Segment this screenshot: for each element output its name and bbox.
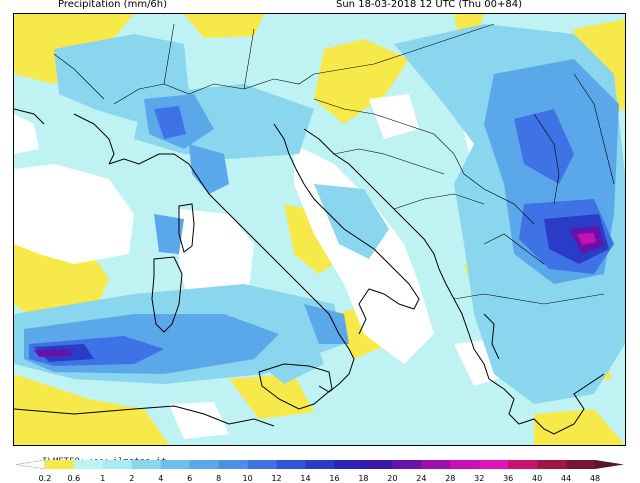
coastline: [73, 113, 115, 165]
precipitation-map: [13, 13, 626, 446]
legend-tick-label: 32: [474, 474, 485, 483]
legend-tick-label: 8: [216, 474, 222, 483]
country-border: [333, 148, 445, 175]
country-border: [243, 28, 255, 90]
legend-tick-label: 20: [387, 474, 398, 483]
country-border: [163, 23, 175, 85]
legend-tick-label: 4: [158, 474, 164, 483]
coastline: [178, 203, 195, 253]
country-border: [313, 23, 495, 75]
country-border: [53, 53, 105, 100]
country-borders: [53, 23, 615, 305]
precip-area-land: [14, 164, 134, 264]
map-header: Precipitation (mm/6h) Sun 18-03-2018 12 …: [0, 0, 640, 14]
legend-swatch: [334, 460, 364, 469]
country-border: [113, 73, 315, 105]
precip-area-yellow: [14, 374, 169, 445]
precip-area-purple: [34, 349, 72, 357]
legend-tick-label: 12: [271, 474, 282, 483]
precip-area-yellow: [184, 14, 264, 38]
legend-swatch: [276, 460, 307, 469]
precip-area-blue: [304, 304, 349, 344]
legend-swatch: [15, 459, 46, 470]
legend-swatch: [595, 460, 624, 469]
legend-swatch: [566, 460, 596, 469]
precip-area-blue: [189, 144, 229, 194]
legend-swatch: [102, 460, 133, 469]
precip-area-land: [369, 94, 419, 139]
coastline: [273, 123, 420, 335]
legend-tick-label: 44: [561, 474, 572, 483]
legend-swatch: [450, 460, 480, 469]
legend-tick-label: 28: [445, 474, 456, 483]
precip-area-yellow: [229, 374, 314, 419]
legend-tick-label: 48: [589, 474, 601, 483]
coastline: [151, 256, 183, 333]
legend-tick-label: 2: [129, 474, 135, 483]
country-border: [483, 233, 545, 265]
precip-area-mid: [314, 184, 389, 259]
legend-swatch: [392, 460, 422, 469]
coastline: [483, 313, 500, 360]
legend-tick-label: 40: [532, 474, 543, 483]
legend-tick-label: 36: [503, 474, 514, 483]
precipitation-field: [14, 14, 625, 445]
precip-area-blue: [154, 214, 184, 254]
coastline: [14, 108, 45, 125]
legend-swatch: [218, 460, 249, 469]
country-border: [533, 113, 560, 205]
legend-swatch: [247, 460, 278, 469]
legend-swatch: [131, 460, 162, 469]
coastline: [303, 128, 490, 380]
coastline: [258, 363, 333, 410]
legend-swatch: [537, 460, 567, 469]
precip-area-land: [14, 114, 39, 154]
map-canvas: [14, 14, 625, 445]
legend-tick-label: 1: [100, 474, 106, 483]
legend-swatch: [189, 460, 220, 469]
legend-tick-label: 18: [358, 474, 369, 483]
country-border: [573, 73, 615, 185]
precip-area-magenta: [577, 233, 596, 245]
legend-swatch: [305, 460, 335, 469]
legend-swatch: [73, 460, 104, 469]
coastline: [108, 153, 355, 393]
legend-swatch: [160, 460, 191, 469]
precip-area-deep: [514, 109, 574, 184]
coastline: [488, 373, 605, 435]
color-legend: [0, 458, 640, 480]
legend-tick-label: 16: [329, 474, 340, 483]
forecast-datetime: Sun 18-03-2018 12 UTC (Thu 00+84): [336, 0, 522, 10]
legend-colorbar: [15, 459, 624, 470]
legend-swatch: [479, 460, 509, 469]
legend-swatch: [421, 460, 451, 469]
legend-tick-label: 14: [300, 474, 311, 483]
legend-swatch: [508, 460, 538, 469]
country-border: [393, 193, 485, 210]
country-border: [453, 293, 605, 305]
coastline: [14, 405, 275, 427]
legend-tick-label: 0.6: [67, 474, 81, 483]
legend-swatch: [363, 460, 393, 469]
legend-tick-label: 0.2: [38, 474, 52, 483]
legend-swatch: [44, 460, 75, 469]
precip-area-land: [169, 402, 229, 439]
country-border: [313, 98, 535, 225]
map-title: Precipitation (mm/6h): [58, 0, 168, 10]
precip-area-yellow: [534, 409, 625, 445]
coastlines: [14, 108, 605, 435]
precip-area-deep: [154, 106, 186, 139]
legend-tick-label: 6: [187, 474, 193, 483]
legend-tick-label: 10: [242, 474, 253, 483]
legend-tick-label: 24: [416, 474, 427, 483]
